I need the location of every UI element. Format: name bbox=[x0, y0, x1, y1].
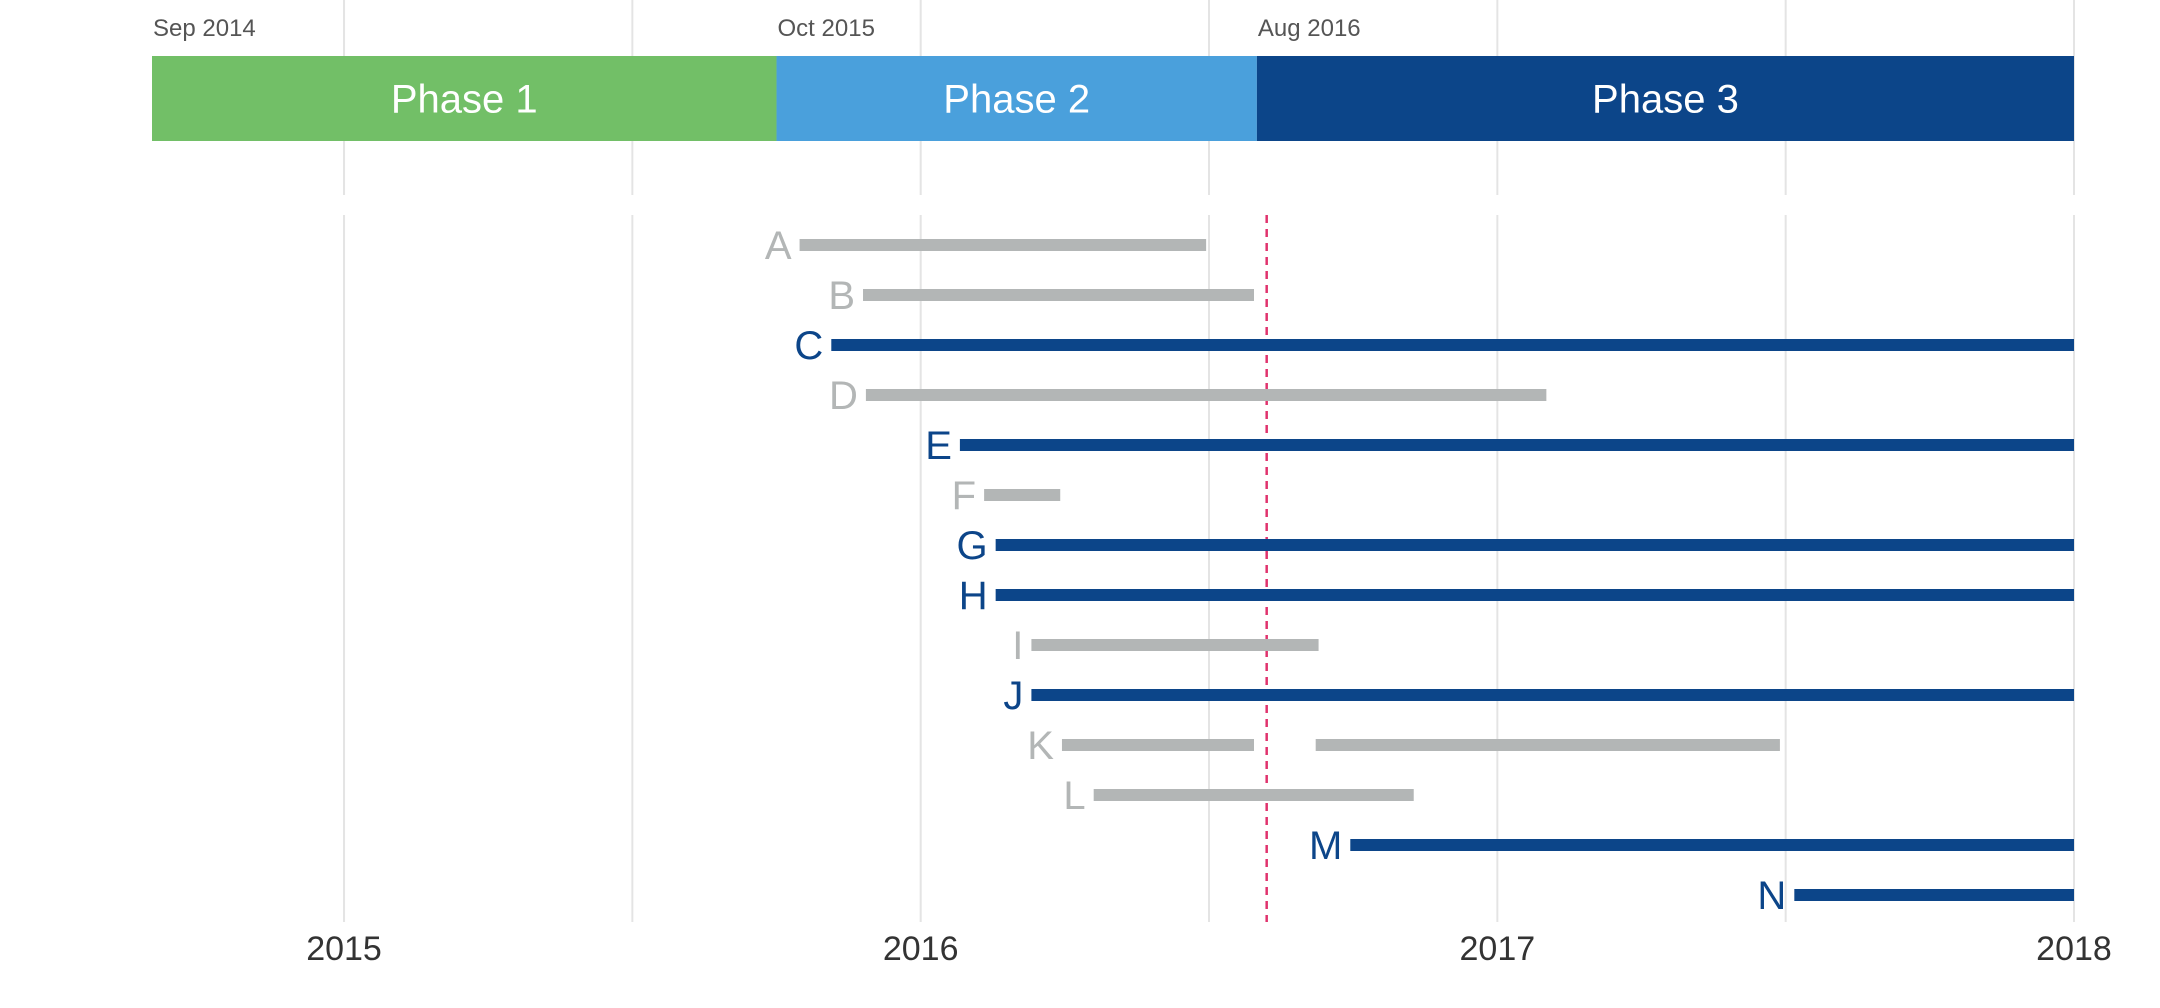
row-label: A bbox=[765, 224, 792, 268]
timeline-row: H bbox=[959, 574, 2074, 618]
row-bar bbox=[1315, 739, 1780, 751]
timeline-row: B bbox=[828, 274, 1254, 318]
row-label: K bbox=[1027, 724, 1054, 768]
row-label: G bbox=[957, 524, 988, 568]
row-bar bbox=[984, 489, 1061, 501]
timeline-row: M bbox=[1309, 824, 2074, 868]
phase-segment-1 bbox=[152, 56, 777, 141]
row-label: F bbox=[952, 474, 976, 518]
row-bar bbox=[831, 339, 2074, 351]
row-bar bbox=[799, 239, 1207, 251]
row-bar bbox=[1093, 789, 1414, 801]
x-tick-label: 2016 bbox=[883, 930, 959, 968]
timeline-row: K bbox=[1027, 724, 1780, 768]
timeline-row: D bbox=[829, 374, 1547, 418]
row-label: B bbox=[828, 274, 855, 318]
phase-segment-3 bbox=[1256, 56, 2074, 141]
row-bar bbox=[1794, 889, 2074, 901]
row-bar bbox=[1031, 689, 2074, 701]
row-label: C bbox=[794, 324, 823, 368]
row-label: E bbox=[925, 424, 952, 468]
timeline-row: G bbox=[957, 524, 2074, 568]
timeline-row: N bbox=[1757, 874, 2074, 918]
phase-segment-2 bbox=[776, 56, 1257, 141]
row-label: J bbox=[1003, 674, 1023, 718]
timeline-row: E bbox=[925, 424, 2074, 468]
phase-start-date: Sep 2014 bbox=[153, 15, 256, 42]
timeline-row: L bbox=[1063, 774, 1414, 818]
row-label: M bbox=[1309, 824, 1342, 868]
row-label: H bbox=[959, 574, 988, 618]
row-bar bbox=[1350, 839, 2074, 851]
phase-label: Phase 3 bbox=[1592, 78, 1739, 122]
row-bar bbox=[865, 389, 1547, 401]
phase-label: Phase 2 bbox=[943, 78, 1090, 122]
row-label: D bbox=[829, 374, 858, 418]
row-label: L bbox=[1063, 774, 1085, 818]
row-label: N bbox=[1757, 874, 1786, 918]
row-bar bbox=[995, 539, 2074, 551]
phase-band: Phase 1 Sep 2014 Phase 2 Oct 2015 Phase 3 Aug… bbox=[152, 15, 2074, 141]
row-label: I bbox=[1012, 624, 1023, 668]
timeline-row: A bbox=[765, 224, 1207, 268]
row-bar bbox=[863, 289, 1254, 301]
phase-label: Phase 1 bbox=[391, 78, 538, 122]
row-bar bbox=[1031, 639, 1319, 651]
timeline-row: I bbox=[1012, 624, 1319, 668]
x-tick-label: 2018 bbox=[2036, 930, 2112, 968]
row-bar bbox=[959, 439, 2074, 451]
phase-start-date: Oct 2015 bbox=[778, 15, 875, 42]
timeline-row: F bbox=[952, 474, 1061, 518]
timeline-row: J bbox=[1003, 674, 2074, 718]
x-tick-label: 2017 bbox=[1460, 930, 1536, 968]
row-bar bbox=[995, 589, 2074, 601]
row-bar bbox=[1061, 739, 1254, 751]
timeline-row: C bbox=[794, 324, 2074, 368]
x-tick-label: 2015 bbox=[306, 930, 382, 968]
phase-start-date: Aug 2016 bbox=[1258, 15, 1361, 42]
x-axis: 2015 2016 2017 2018 bbox=[306, 930, 2112, 968]
